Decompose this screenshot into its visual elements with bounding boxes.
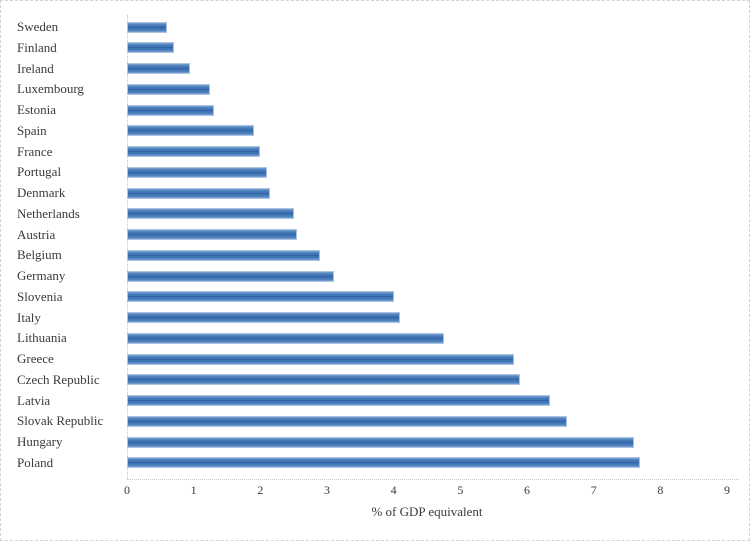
bar-lithuania (127, 332, 444, 344)
category-label: Finland (17, 39, 57, 55)
x-tick-label: 2 (257, 483, 264, 497)
category-label: Lithuania (17, 330, 67, 346)
category-label: Sweden (17, 19, 59, 34)
category-label: Luxembourg (17, 81, 84, 97)
bar-finland (127, 42, 174, 54)
bar-czech-republic (127, 374, 520, 386)
category-axis-line (127, 15, 128, 479)
category-label: Belgium (17, 247, 62, 263)
category-label: France (17, 143, 53, 159)
category-label: Italy (17, 309, 41, 325)
category-label: Germany (17, 268, 66, 283)
category-label: Spain (17, 122, 47, 138)
bar-denmark (127, 187, 270, 199)
x-tick-label: 1 (190, 483, 197, 497)
category-label: Austria (17, 226, 56, 242)
x-tick-label: 7 (590, 483, 597, 497)
x-tick-label: 8 (657, 483, 664, 497)
category-label: Greece (17, 351, 54, 366)
x-tick-label: 4 (390, 483, 397, 497)
bar-spain (127, 125, 254, 137)
category-label: Latvia (17, 392, 51, 408)
bar-ireland (127, 63, 190, 74)
category-label: Denmark (17, 185, 66, 200)
bar-poland (127, 457, 640, 469)
bar-greece (127, 353, 514, 365)
bar-slovenia (127, 291, 394, 303)
bar-netherlands (127, 208, 294, 220)
bar-sweden (127, 21, 167, 33)
category-label: Poland (17, 454, 54, 470)
bar-italy (127, 312, 400, 323)
category-label: Netherlands (17, 205, 80, 221)
x-tick-label: 0 (124, 483, 130, 497)
bar-latvia (127, 395, 550, 406)
bar-slovak-republic (127, 415, 567, 427)
category-label: Ireland (17, 60, 54, 76)
x-axis-title: % of GDP equivalent (371, 504, 483, 519)
category-label: Portugal (17, 164, 62, 180)
x-tick-label: 6 (524, 483, 531, 497)
bar-portugal (127, 166, 267, 178)
x-tick-label: 5 (457, 483, 464, 497)
bar-austria (127, 229, 297, 240)
bar-luxembourg (127, 83, 210, 95)
bar-france (127, 146, 260, 157)
category-label: Czech Republic (17, 371, 100, 387)
category-label: Slovenia (17, 288, 63, 304)
value-axis-line (127, 479, 739, 480)
bar-estonia (127, 104, 214, 116)
category-label: Estonia (17, 102, 56, 117)
bar-hungary (127, 436, 634, 448)
category-label: Hungary (17, 434, 63, 449)
x-tick-label: 9 (724, 483, 731, 497)
bar-belgium (127, 249, 320, 261)
category-label: Slovak Republic (17, 413, 104, 429)
x-tick-label: 3 (324, 483, 330, 497)
bar-germany (127, 270, 334, 282)
